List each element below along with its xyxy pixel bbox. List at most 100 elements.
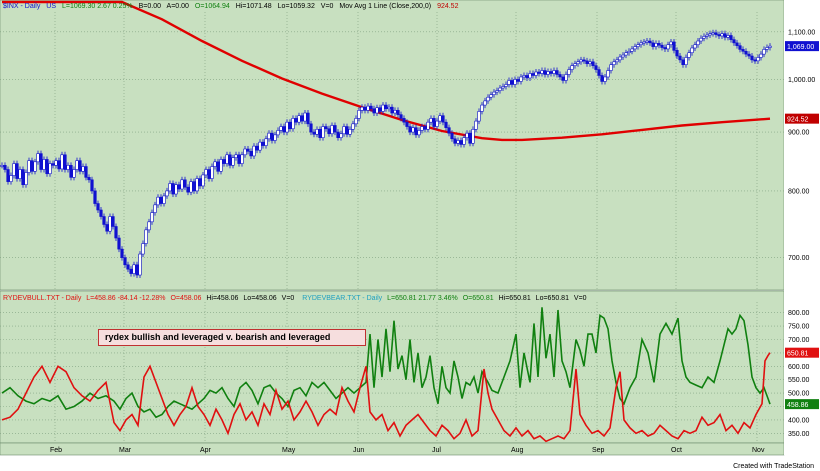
candle-body xyxy=(120,248,124,258)
candle-body xyxy=(291,118,295,130)
upper-y-tick-label: 1,100.00 xyxy=(788,29,815,36)
ma-value-tag-bg xyxy=(785,113,819,124)
candle-body xyxy=(192,181,196,192)
candle-body xyxy=(204,169,208,176)
candle-body xyxy=(648,40,652,44)
lower-y-tick-label: 600.00 xyxy=(788,364,810,371)
candle-body xyxy=(606,70,610,78)
candle-body xyxy=(456,140,460,144)
candle-body xyxy=(540,70,544,74)
candle-body xyxy=(345,126,349,135)
bear-volume: V=0 xyxy=(574,295,587,302)
candle-body xyxy=(129,268,133,274)
candle-body xyxy=(216,161,220,172)
candle-body xyxy=(213,161,217,167)
candle-body xyxy=(339,133,343,138)
candle-body xyxy=(54,160,58,166)
candle-body xyxy=(582,59,586,62)
candle-body xyxy=(429,118,433,123)
candle-body xyxy=(3,165,7,170)
candle-body xyxy=(276,130,280,136)
candle-body xyxy=(558,74,562,78)
sentiment-series xyxy=(1,307,771,443)
candle-body xyxy=(513,79,517,85)
candle-body xyxy=(297,115,301,123)
candle-body xyxy=(654,43,658,47)
candle-body xyxy=(537,71,541,74)
candle-body xyxy=(738,45,742,50)
x-tick-label: May xyxy=(282,447,296,454)
candle-body xyxy=(420,126,424,131)
candle-body xyxy=(6,169,10,182)
candle-body xyxy=(300,115,304,122)
candle-body xyxy=(351,123,355,130)
lower-y-tick-label: 700.00 xyxy=(788,337,810,344)
credit-label: Created with TradeStation xyxy=(733,463,814,470)
candle-body xyxy=(615,59,619,63)
candle-body xyxy=(678,55,682,61)
candle-body xyxy=(585,60,589,65)
x-tick-label: Sep xyxy=(592,447,605,454)
candle-body xyxy=(258,141,262,151)
candle-body xyxy=(468,132,472,144)
candle-body xyxy=(561,76,565,81)
candle-body xyxy=(369,105,373,110)
last-quote: L=1069.30 2.67 0.25% xyxy=(62,3,133,10)
upper-y-tick-label: 1,000.00 xyxy=(788,77,815,84)
candle-body xyxy=(711,32,715,35)
candle-body xyxy=(159,196,163,204)
candle-body xyxy=(381,104,385,112)
candle-body xyxy=(666,44,670,50)
candle-body xyxy=(273,134,277,141)
bear-fund-line xyxy=(1,307,771,419)
candle-body xyxy=(510,80,514,85)
candle-body xyxy=(423,126,427,130)
candle-body xyxy=(75,160,79,170)
candle-body xyxy=(288,121,292,130)
symbol-label: $INX - Daily xyxy=(3,3,41,10)
open-label: O=1064.94 xyxy=(195,3,230,10)
candle-body xyxy=(237,154,241,164)
candle-body xyxy=(186,186,190,193)
candle-body xyxy=(36,153,40,163)
candle-body xyxy=(183,179,187,188)
candle-body xyxy=(594,65,598,70)
candle-body xyxy=(72,169,76,178)
candle-body xyxy=(399,114,403,119)
bull-symbol-label: RYDEVBULL.TXT - Daily xyxy=(3,295,82,302)
candle-body xyxy=(741,49,745,52)
candle-body xyxy=(708,33,712,36)
candle-body xyxy=(372,108,376,114)
bear-quote: L=650.81 21.77 3.46% xyxy=(387,295,458,302)
low-label: Lo=1059.32 xyxy=(278,3,315,10)
candle-body xyxy=(90,179,94,192)
bull-open: O=458.06 xyxy=(170,295,201,302)
annotation-box: rydex bullish and leveraged v. bearish a… xyxy=(98,329,366,346)
candle-body xyxy=(330,125,334,135)
candle-body xyxy=(696,40,700,46)
x-tick-label: Oct xyxy=(671,447,682,454)
candle-body xyxy=(627,50,631,54)
candle-body xyxy=(39,153,43,170)
candle-body xyxy=(12,163,16,176)
candle-body xyxy=(243,148,247,156)
lower-header: RYDEVBULL.TXT - Daily L=458.86 -84.14 -1… xyxy=(3,295,587,302)
candle-body xyxy=(354,118,358,125)
candle-body xyxy=(744,50,748,55)
candle-body xyxy=(630,48,634,52)
candle-body xyxy=(453,138,457,144)
candle-body xyxy=(285,121,289,133)
candle-body xyxy=(393,110,397,114)
candle-body xyxy=(438,115,442,122)
candle-body xyxy=(42,159,46,170)
candle-body xyxy=(633,46,637,50)
bull-low: Lo=458.06 xyxy=(243,295,276,302)
candle-body xyxy=(657,43,661,46)
candle-body xyxy=(219,159,223,172)
candle-body xyxy=(675,50,679,57)
candle-body xyxy=(519,76,523,82)
candle-body xyxy=(732,39,736,44)
candle-body xyxy=(447,127,451,134)
candle-body xyxy=(471,129,475,144)
candle-body xyxy=(693,44,697,49)
